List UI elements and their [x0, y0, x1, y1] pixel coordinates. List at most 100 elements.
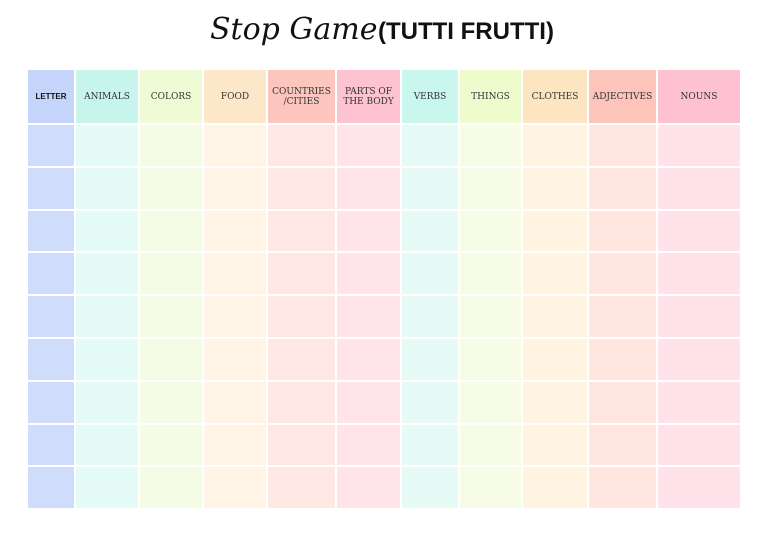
blank-cell[interactable] [75, 423, 139, 467]
blank-cell[interactable] [336, 423, 401, 467]
blank-cell[interactable] [139, 166, 203, 210]
blank-cell[interactable] [267, 295, 336, 338]
blank-cell[interactable] [139, 295, 203, 338]
blank-cell[interactable] [459, 209, 522, 253]
blank-cell[interactable] [267, 380, 336, 424]
blank-cell[interactable] [336, 295, 401, 338]
blank-cell[interactable] [139, 252, 203, 296]
blank-cell[interactable] [75, 209, 139, 253]
blank-cell[interactable] [588, 295, 657, 338]
blank-cell[interactable] [267, 423, 336, 467]
blank-cell[interactable] [336, 338, 401, 381]
blank-cell[interactable] [139, 466, 203, 510]
blank-cell[interactable] [139, 338, 203, 381]
blank-cell[interactable] [588, 466, 657, 510]
blank-cell[interactable] [75, 338, 139, 381]
blank-cell[interactable] [401, 166, 459, 210]
blank-cell[interactable] [459, 252, 522, 296]
blank-cell[interactable] [459, 338, 522, 381]
blank-cell[interactable] [139, 380, 203, 424]
blank-cell[interactable] [522, 338, 588, 381]
blank-cell[interactable] [27, 252, 75, 296]
blank-cell[interactable] [75, 466, 139, 510]
blank-cell[interactable] [522, 466, 588, 510]
blank-cell[interactable] [27, 338, 75, 381]
blank-cell[interactable] [203, 124, 267, 167]
blank-cell[interactable] [203, 423, 267, 467]
blank-cell[interactable] [657, 380, 741, 424]
blank-cell[interactable] [336, 252, 401, 296]
blank-cell[interactable] [657, 295, 741, 338]
blank-cell[interactable] [75, 380, 139, 424]
blank-cell[interactable] [459, 166, 522, 210]
blank-cell[interactable] [139, 124, 203, 167]
blank-cell[interactable] [657, 423, 741, 467]
blank-cell[interactable] [203, 209, 267, 253]
blank-cell[interactable] [401, 380, 459, 424]
blank-cell[interactable] [336, 466, 401, 510]
blank-cell[interactable] [522, 423, 588, 467]
blank-cell[interactable] [522, 252, 588, 296]
blank-cell[interactable] [522, 209, 588, 253]
blank-cell[interactable] [27, 466, 75, 510]
blank-cell[interactable] [336, 166, 401, 210]
blank-cell[interactable] [401, 466, 459, 510]
blank-cell[interactable] [336, 380, 401, 424]
blank-cell[interactable] [588, 166, 657, 210]
blank-cell[interactable] [522, 166, 588, 210]
blank-cell[interactable] [459, 466, 522, 510]
blank-cell[interactable] [657, 166, 741, 210]
blank-cell[interactable] [203, 338, 267, 381]
blank-cell[interactable] [267, 209, 336, 253]
blank-cell[interactable] [139, 209, 203, 253]
blank-cell[interactable] [139, 423, 203, 467]
blank-cell[interactable] [203, 166, 267, 210]
blank-cell[interactable] [459, 124, 522, 167]
blank-cell[interactable] [657, 252, 741, 296]
blank-cell[interactable] [522, 380, 588, 424]
blank-cell[interactable] [401, 252, 459, 296]
blank-cell[interactable] [588, 252, 657, 296]
blank-cell[interactable] [522, 124, 588, 167]
blank-cell[interactable] [401, 295, 459, 338]
blank-cell[interactable] [401, 338, 459, 381]
blank-cell[interactable] [27, 295, 75, 338]
blank-cell[interactable] [588, 380, 657, 424]
blank-cell[interactable] [459, 380, 522, 424]
blank-cell[interactable] [267, 466, 336, 510]
blank-cell[interactable] [75, 252, 139, 296]
blank-cell[interactable] [588, 124, 657, 167]
blank-cell[interactable] [588, 338, 657, 381]
column-header: ADJECTIVES [588, 69, 657, 124]
blank-cell[interactable] [203, 252, 267, 296]
blank-cell[interactable] [267, 252, 336, 296]
blank-cell[interactable] [27, 209, 75, 253]
blank-cell[interactable] [588, 209, 657, 253]
blank-cell[interactable] [203, 380, 267, 424]
blank-cell[interactable] [27, 380, 75, 424]
blank-cell[interactable] [267, 166, 336, 210]
blank-cell[interactable] [203, 295, 267, 338]
blank-cell[interactable] [522, 295, 588, 338]
blank-cell[interactable] [588, 423, 657, 467]
blank-cell[interactable] [401, 124, 459, 167]
blank-cell[interactable] [203, 466, 267, 510]
blank-cell[interactable] [75, 166, 139, 210]
blank-cell[interactable] [336, 124, 401, 167]
blank-cell[interactable] [401, 209, 459, 253]
blank-cell[interactable] [27, 166, 75, 210]
blank-cell[interactable] [267, 124, 336, 167]
blank-cell[interactable] [27, 124, 75, 167]
blank-cell[interactable] [459, 423, 522, 467]
blank-cell[interactable] [459, 295, 522, 338]
blank-cell[interactable] [657, 466, 741, 510]
blank-cell[interactable] [657, 124, 741, 167]
blank-cell[interactable] [267, 338, 336, 381]
blank-cell[interactable] [27, 423, 75, 467]
blank-cell[interactable] [657, 209, 741, 253]
blank-cell[interactable] [401, 423, 459, 467]
blank-cell[interactable] [75, 295, 139, 338]
blank-cell[interactable] [336, 209, 401, 253]
blank-cell[interactable] [75, 124, 139, 167]
blank-cell[interactable] [657, 338, 741, 381]
